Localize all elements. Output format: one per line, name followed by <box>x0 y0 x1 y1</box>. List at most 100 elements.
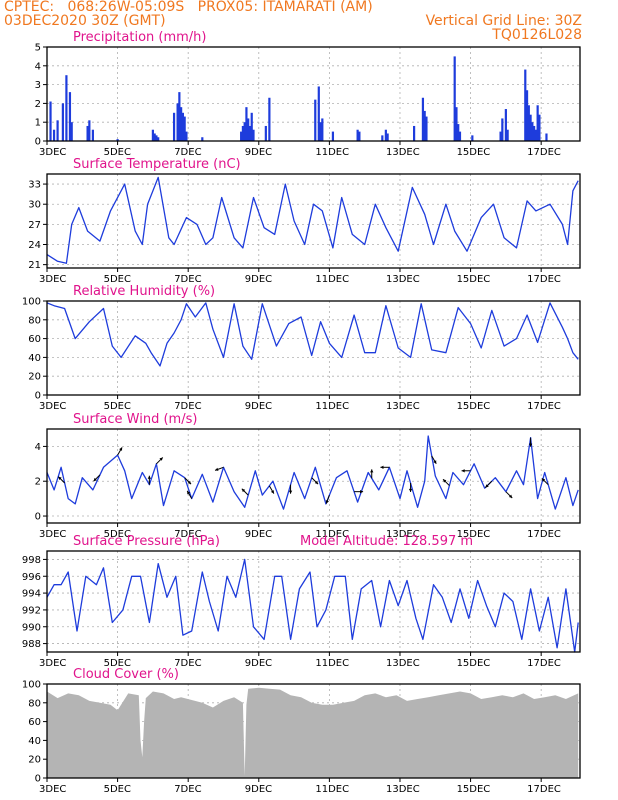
precip-bar-17 <box>178 92 181 141</box>
precip-bar-30 <box>252 129 255 141</box>
series-line-surface-wind <box>46 435 579 510</box>
wind-arrow-14 <box>370 469 374 479</box>
xtick-label-surface-temperature-7: 17DEC <box>527 274 561 285</box>
precip-bar-2 <box>56 120 59 141</box>
precip-bar-45 <box>423 110 426 141</box>
ytick-label-precipitation-2: 2 <box>35 99 41 110</box>
ytick-label-relative-humidity-1: 20 <box>28 372 41 383</box>
plot-frame-surface-wind <box>46 428 581 524</box>
xtick-label-surface-wind-7: 17DEC <box>527 529 561 540</box>
precip-bar-7 <box>86 125 89 141</box>
header-line3-right: TQ0126L028 <box>492 27 582 43</box>
precip-bar-27 <box>247 118 250 141</box>
ytick-label-surface-wind-0: 0 <box>35 512 41 523</box>
xtick-label-surface-temperature-3: 9DEC <box>245 274 272 285</box>
precip-bar-21 <box>185 131 188 141</box>
precip-bar-56 <box>524 69 527 141</box>
wind-arrow-13 <box>354 489 364 494</box>
wind-arrow-head-5 <box>187 480 192 485</box>
precip-bar-48 <box>455 107 458 141</box>
precip-bar-60 <box>531 122 534 141</box>
xtick-label-cloud-cover-6: 15DEC <box>457 784 491 795</box>
wind-arrow-head-2 <box>119 447 123 451</box>
xtick-label-surface-temperature-4: 11DEC <box>315 274 349 285</box>
panel-title-surface-pressure: Surface Pressure (hPa) <box>73 534 220 549</box>
wind-arrow-17 <box>431 455 437 465</box>
wind-arrow-head-15 <box>380 465 384 469</box>
xtick-label-precipitation-6: 15DEC <box>457 147 491 158</box>
wind-arrow-head-17 <box>433 460 437 464</box>
wind-arrow-7 <box>214 466 224 471</box>
panel-annotation-surface-pressure: Model Altitude: 128.597 m <box>300 534 473 549</box>
precip-bar-29 <box>250 112 253 141</box>
ytick-label-surface-pressure-5: 998 <box>22 555 41 566</box>
xtick-label-surface-temperature-1: 5DEC <box>104 274 131 285</box>
precip-bar-62 <box>534 129 537 141</box>
panel-title-surface-wind: Surface Wind (m/s) <box>73 412 197 427</box>
ytick-label-surface-pressure-4: 996 <box>22 572 41 583</box>
xtick-label-surface-pressure-5: 13DEC <box>386 658 420 669</box>
precip-bar-3 <box>61 103 64 141</box>
wind-arrow-head-0 <box>58 476 62 480</box>
ytick-label-precipitation-3: 3 <box>35 80 41 91</box>
series-line-surface-temperature <box>46 176 579 264</box>
xtick-label-surface-pressure-3: 9DEC <box>245 658 272 669</box>
ytick-label-precipitation-0: 0 <box>35 137 41 148</box>
xtick-label-surface-wind-0: 3DEC <box>39 529 66 540</box>
wind-arrow-0 <box>57 476 66 484</box>
panel-cloud-cover: 0 20 40 60 80 100 3DEC 5DEC 7DEC 9DEC 11DEC 13DEC 15… <box>22 667 581 795</box>
wind-arrow-9 <box>268 485 275 494</box>
precip-bar-13 <box>155 135 158 141</box>
wind-arrow-2 <box>117 447 123 456</box>
xtick-label-surface-wind-5: 13DEC <box>386 529 420 540</box>
xtick-label-surface-pressure-2: 7DEC <box>174 658 201 669</box>
precip-bar-41 <box>384 129 387 141</box>
xtick-label-surface-wind-6: 15DEC <box>457 529 491 540</box>
ytick-label-relative-humidity-0: 0 <box>35 391 41 402</box>
precip-bar-40 <box>381 135 384 141</box>
wind-arrow-19 <box>461 469 471 473</box>
wind-arrow-23 <box>541 477 549 486</box>
ytick-label-relative-humidity-2: 40 <box>28 353 41 364</box>
precip-bar-42 <box>386 133 389 141</box>
precip-bar-0 <box>49 101 52 141</box>
wind-arrow-6 <box>186 490 193 499</box>
xtick-label-surface-temperature-0: 3DEC <box>39 274 66 285</box>
wind-arrow-head-21 <box>508 494 513 499</box>
ytick-label-cloud-cover-4: 80 <box>28 698 41 709</box>
precip-bar-50 <box>458 131 462 141</box>
wind-arrow-22 <box>528 437 533 447</box>
precip-bar-38 <box>356 129 359 141</box>
header-line2-left: 03DEC2020 30Z (GMT) <box>4 13 166 29</box>
wind-arrow-head-3 <box>147 475 152 479</box>
wind-arrow-3 <box>147 475 152 485</box>
precip-bar-64 <box>538 114 541 141</box>
precip-bar-54 <box>504 109 507 141</box>
precip-bar-37 <box>331 131 335 141</box>
wind-arrow-head-20 <box>485 484 489 488</box>
precip-bar-26 <box>245 107 248 141</box>
precip-bar-28 <box>248 125 252 141</box>
ytick-label-surface-pressure-3: 994 <box>22 589 41 600</box>
wind-arrow-head-4 <box>159 457 163 461</box>
xtick-label-relative-humidity-4: 11DEC <box>315 401 349 412</box>
wind-arrow-4 <box>156 457 164 465</box>
xtick-label-cloud-cover-4: 11DEC <box>315 784 349 795</box>
precip-bar-14 <box>157 137 160 141</box>
ytick-label-surface-pressure-2: 992 <box>22 605 41 616</box>
xtick-label-precipitation-4: 11DEC <box>315 147 349 158</box>
wind-arrow-head-23 <box>541 478 546 482</box>
precip-bar-23 <box>240 131 243 141</box>
wind-arrow-8 <box>241 488 249 496</box>
xtick-label-surface-temperature-2: 7DEC <box>174 274 201 285</box>
plot-frame-surface-pressure <box>46 550 581 653</box>
xtick-label-precipitation-5: 13DEC <box>386 147 420 158</box>
series-line-surface-pressure <box>46 558 579 653</box>
wind-arrow-16 <box>408 482 413 492</box>
precip-bar-19 <box>181 112 184 141</box>
xtick-label-precipitation-1: 5DEC <box>104 147 131 158</box>
precip-bar-55 <box>506 129 509 141</box>
xtick-label-cloud-cover-3: 9DEC <box>245 784 272 795</box>
precip-bar-8 <box>88 120 91 141</box>
ytick-label-surface-temperature-1: 24 <box>28 240 41 251</box>
